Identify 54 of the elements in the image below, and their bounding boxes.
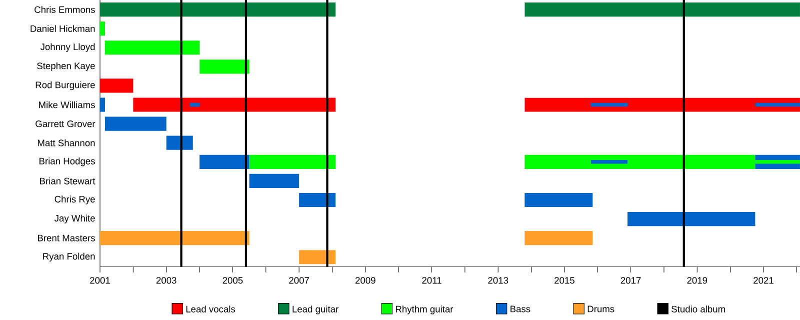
- x-tick-label: 2009: [355, 277, 376, 284]
- y-tick-label: Ryan Folden: [43, 252, 95, 262]
- bar: [133, 98, 336, 112]
- bar: [590, 102, 628, 107]
- y-tick-label: Brian Hodges: [40, 158, 95, 166]
- bar: [100, 78, 134, 93]
- legend-label: Bass: [510, 306, 530, 312]
- x-tick-label: 2007: [289, 277, 309, 284]
- x-tick-label: 2015: [554, 277, 574, 284]
- y-tick-label: Mike Williams: [39, 101, 95, 108]
- y-tick-label: Brent Masters: [38, 234, 95, 242]
- x-tick-label: 2011: [422, 277, 442, 284]
- x-tick-label: 2019: [687, 277, 708, 284]
- x-tick-label: 2003: [156, 277, 176, 284]
- bar: [299, 192, 336, 208]
- legend-label: Drums: [588, 306, 614, 312]
- bar: [627, 212, 756, 226]
- legend-label: Lead vocals: [186, 306, 236, 312]
- bar: [249, 174, 300, 188]
- x-tick-label: 2013: [488, 277, 508, 284]
- bar: [104, 116, 166, 131]
- bar: [755, 102, 800, 107]
- legend-label: Lead guitar: [292, 306, 338, 314]
- bar: [100, 2, 336, 17]
- y-tick-label: Daniel Hickman: [30, 25, 95, 32]
- x-tick-label: 2005: [222, 277, 243, 284]
- bar: [590, 160, 628, 164]
- y-tick-label: Johnny Lloyd: [40, 43, 95, 52]
- bar: [524, 192, 593, 208]
- bar: [100, 98, 105, 112]
- bar: [200, 154, 250, 169]
- y-tick-label: Jay White: [54, 214, 95, 224]
- bar: [166, 136, 193, 150]
- y-tick-label: Matt Shannon: [38, 139, 95, 146]
- y-tick-label: Stephen Kaye: [37, 62, 95, 72]
- bar: [524, 231, 593, 246]
- legend-label: Rhythm guitar: [396, 306, 454, 314]
- legend-label: Studio album: [672, 306, 725, 312]
- x-tick-label: 2017: [620, 277, 641, 284]
- y-tick-label: Chris Rye: [54, 196, 95, 204]
- y-tick-label: Brian Stewart: [40, 178, 96, 184]
- bar: [524, 98, 800, 112]
- y-tick-label: Garrett Grover: [36, 120, 96, 128]
- bar: [524, 2, 800, 17]
- y-tick-label: Rod Burguiere: [36, 81, 95, 90]
- bar: [104, 40, 200, 55]
- y-tick-label: Chris Emmons: [34, 6, 95, 13]
- bar: [299, 250, 336, 264]
- bar: [249, 154, 336, 169]
- bar: [100, 231, 250, 246]
- bar: [100, 22, 105, 36]
- bar: [200, 60, 250, 74]
- x-tick-label: 2021: [754, 277, 774, 284]
- x-tick-label: 2001: [90, 277, 110, 284]
